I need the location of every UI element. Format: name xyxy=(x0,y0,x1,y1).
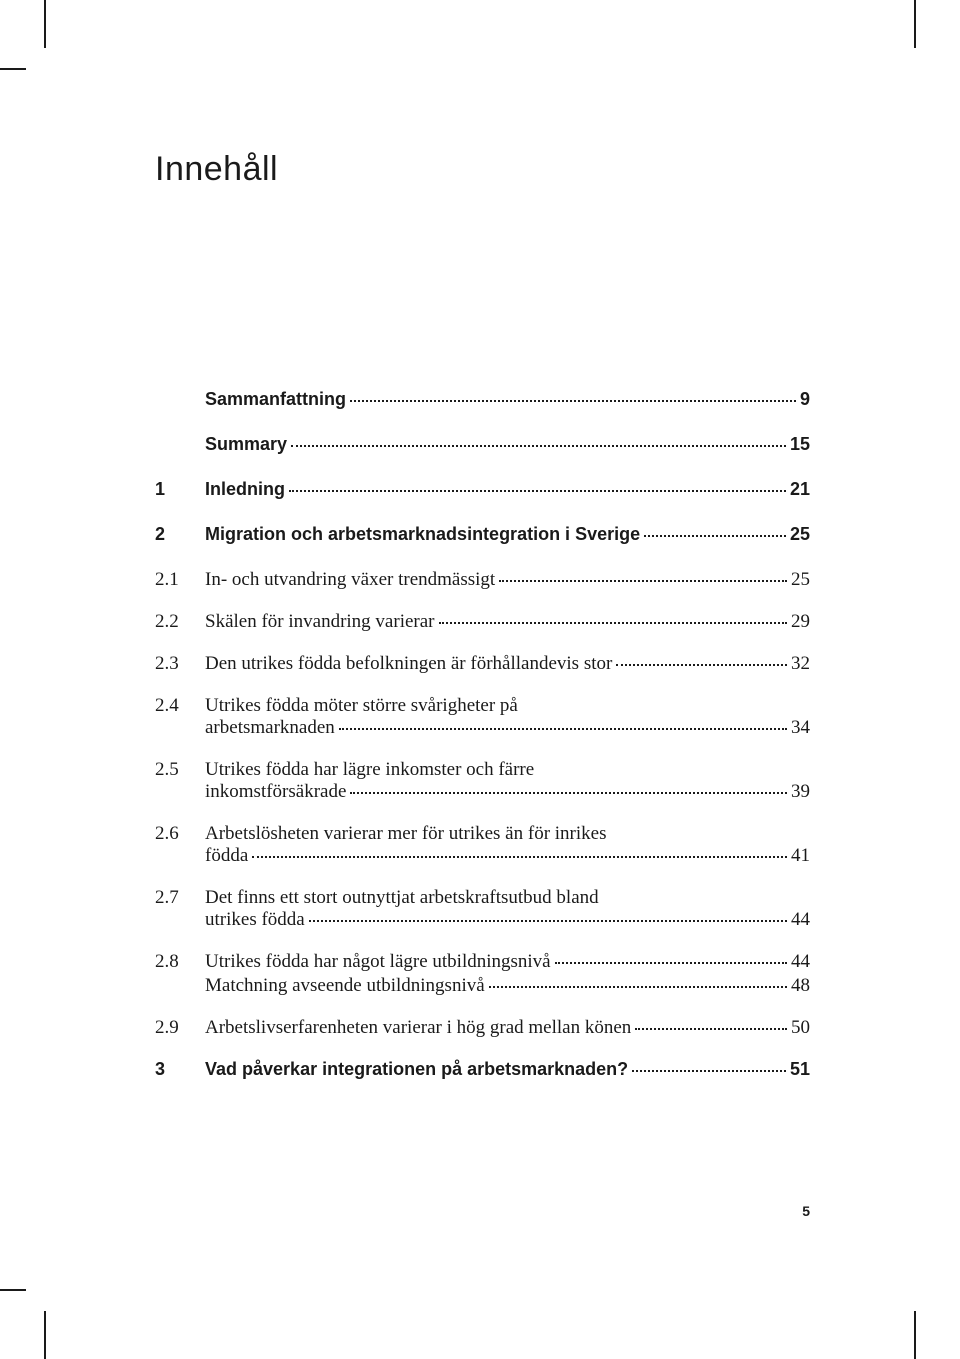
toc-entry-content: Sammanfattning 9 xyxy=(205,389,810,410)
toc-entry-page: 25 xyxy=(790,524,810,545)
toc-entry: 1Inledning 21 xyxy=(155,479,810,500)
toc-entry: 2.8Utrikes födda har något lägre utbildn… xyxy=(155,951,810,973)
toc-entry-line2-row: arbetsmarknaden 34 xyxy=(205,717,810,739)
toc-leader-dots xyxy=(635,1014,787,1030)
toc-leader-dots xyxy=(616,650,787,666)
toc-entry-page: 29 xyxy=(791,611,810,633)
table-of-contents: Sammanfattning9Summary151Inledning212Mig… xyxy=(155,389,810,1080)
toc-entry: 2.3Den utrikes födda befolkningen är för… xyxy=(155,653,810,675)
toc-entry-text: Summary xyxy=(205,434,287,455)
toc-entry-text: Skälen för invandring varierar xyxy=(205,611,435,633)
toc-entry-content: Matchning avseende utbildningsnivå 48 xyxy=(205,975,810,997)
toc-entry-page: 44 xyxy=(791,951,810,973)
toc-entry-text-line2: arbetsmarknaden xyxy=(205,717,335,739)
toc-entry: 2Migration och arbetsmarknadsintegration… xyxy=(155,524,810,545)
toc-entry-text-line2: födda xyxy=(205,845,248,867)
toc-entry-page: 50 xyxy=(791,1017,810,1039)
toc-entry-content: Vad påverkar integrationen på arbetsmark… xyxy=(205,1059,810,1080)
toc-entry-content: Migration och arbetsmarknadsintegration … xyxy=(205,524,810,545)
toc-entry-content: Den utrikes födda befolkningen är förhål… xyxy=(205,653,810,675)
toc-entry-text: In- och utvandring växer trendmässigt xyxy=(205,569,495,591)
toc-entry-page: 41 xyxy=(791,845,810,867)
toc-entry-content: In- och utvandring växer trendmässigt 25 xyxy=(205,569,810,591)
toc-entry-page: 9 xyxy=(800,389,810,410)
toc-leader-dots xyxy=(339,714,787,730)
toc-entry-line2-row: inkomstförsäkrade 39 xyxy=(205,781,810,803)
toc-entry: 2.4Utrikes födda möter större svårighete… xyxy=(155,695,810,739)
page-title: Innehåll xyxy=(155,150,810,189)
toc-entry-page: 32 xyxy=(791,653,810,675)
toc-leader-dots xyxy=(644,521,786,537)
toc-entry-text: Sammanfattning xyxy=(205,389,346,410)
toc-entry: 2.9Arbetslivserfarenheten varierar i hög… xyxy=(155,1017,810,1039)
toc-entry-page: 34 xyxy=(791,717,810,739)
toc-entry: 2.6Arbetslösheten varierar mer för utrik… xyxy=(155,823,810,867)
toc-entry-number: 2.5 xyxy=(155,759,205,781)
toc-leader-dots xyxy=(489,972,787,988)
toc-entry-text: Vad påverkar integrationen på arbetsmark… xyxy=(205,1059,628,1080)
toc-leader-dots xyxy=(291,431,786,447)
toc-leader-dots xyxy=(350,778,787,794)
toc-entry-number: 2.6 xyxy=(155,823,205,845)
toc-entry-content: Utrikes födda möter större svårigheter p… xyxy=(205,695,810,739)
toc-entry: 2.1In- och utvandring växer trendmässigt… xyxy=(155,569,810,591)
page-number: 5 xyxy=(802,1203,810,1219)
toc-entry-content: Det finns ett stort outnyttjat arbetskra… xyxy=(205,887,810,931)
toc-entry-number: 3 xyxy=(155,1059,205,1080)
toc-entry-page: 15 xyxy=(790,434,810,455)
toc-entry-number: 2.3 xyxy=(155,653,205,675)
toc-leader-dots xyxy=(499,566,787,582)
toc-entry-content: Arbetslivserfarenheten varierar i hög gr… xyxy=(205,1017,810,1039)
toc-entry-page: 25 xyxy=(791,569,810,591)
toc-leader-dots xyxy=(289,476,786,492)
toc-entry-line2-row: utrikes födda 44 xyxy=(205,909,810,931)
toc-entry: Sammanfattning 9 xyxy=(155,389,810,410)
toc-entry: 2.7Det finns ett stort outnyttjat arbets… xyxy=(155,887,810,931)
toc-entry-text-line2: inkomstförsäkrade xyxy=(205,781,346,803)
toc-entry-content: Summary 15 xyxy=(205,434,810,455)
toc-entry-content: Utrikes födda har lägre inkomster och fä… xyxy=(205,759,810,803)
toc-entry-text: Matchning avseende utbildningsnivå xyxy=(205,975,485,997)
toc-entry-text: Utrikes födda har något lägre utbildning… xyxy=(205,951,551,973)
toc-leader-dots xyxy=(350,386,796,402)
toc-entry-number: 2.9 xyxy=(155,1017,205,1039)
toc-entry: 2.2Skälen för invandring varierar 29 xyxy=(155,611,810,633)
toc-entry: 3Vad påverkar integrationen på arbetsmar… xyxy=(155,1059,810,1080)
toc-entry-number: 2.1 xyxy=(155,569,205,591)
toc-entry-number: 1 xyxy=(155,479,205,500)
toc-entry: 2.5Utrikes födda har lägre inkomster och… xyxy=(155,759,810,803)
toc-entry-text: Arbetslivserfarenheten varierar i hög gr… xyxy=(205,1017,631,1039)
toc-entry-content: Utrikes födda har något lägre utbildning… xyxy=(205,951,810,973)
toc-entry-content: Skälen för invandring varierar 29 xyxy=(205,611,810,633)
toc-entry-content: Arbetslösheten varierar mer för utrikes … xyxy=(205,823,810,867)
toc-entry-number: 2.7 xyxy=(155,887,205,909)
toc-entry-number: 2.4 xyxy=(155,695,205,717)
toc-entry-text-line2: utrikes födda xyxy=(205,909,305,931)
toc-entry: Summary 15 xyxy=(155,434,810,455)
toc-entry-page: 21 xyxy=(790,479,810,500)
toc-leader-dots xyxy=(252,842,787,858)
page-container: Innehåll Sammanfattning9Summary151Inledn… xyxy=(0,0,960,1359)
toc-entry-text: Inledning xyxy=(205,479,285,500)
toc-leader-dots xyxy=(632,1056,786,1072)
toc-leader-dots xyxy=(309,906,787,922)
toc-entry-page: 48 xyxy=(791,975,810,997)
toc-entry-text: Den utrikes födda befolkningen är förhål… xyxy=(205,653,612,675)
toc-entry-line2-row: födda 41 xyxy=(205,845,810,867)
toc-entry-content: Inledning 21 xyxy=(205,479,810,500)
toc-entry-text: Migration och arbetsmarknadsintegration … xyxy=(205,524,640,545)
toc-entry-number: 2 xyxy=(155,524,205,545)
toc-sub-entry: Matchning avseende utbildningsnivå 48 xyxy=(155,975,810,997)
toc-entry-page: 39 xyxy=(791,781,810,803)
toc-leader-dots xyxy=(439,608,788,624)
toc-leader-dots xyxy=(555,948,787,964)
toc-entry-number: 2.2 xyxy=(155,611,205,633)
toc-entry-page: 44 xyxy=(791,909,810,931)
toc-entry-page: 51 xyxy=(790,1059,810,1080)
toc-entry-number: 2.8 xyxy=(155,951,205,973)
